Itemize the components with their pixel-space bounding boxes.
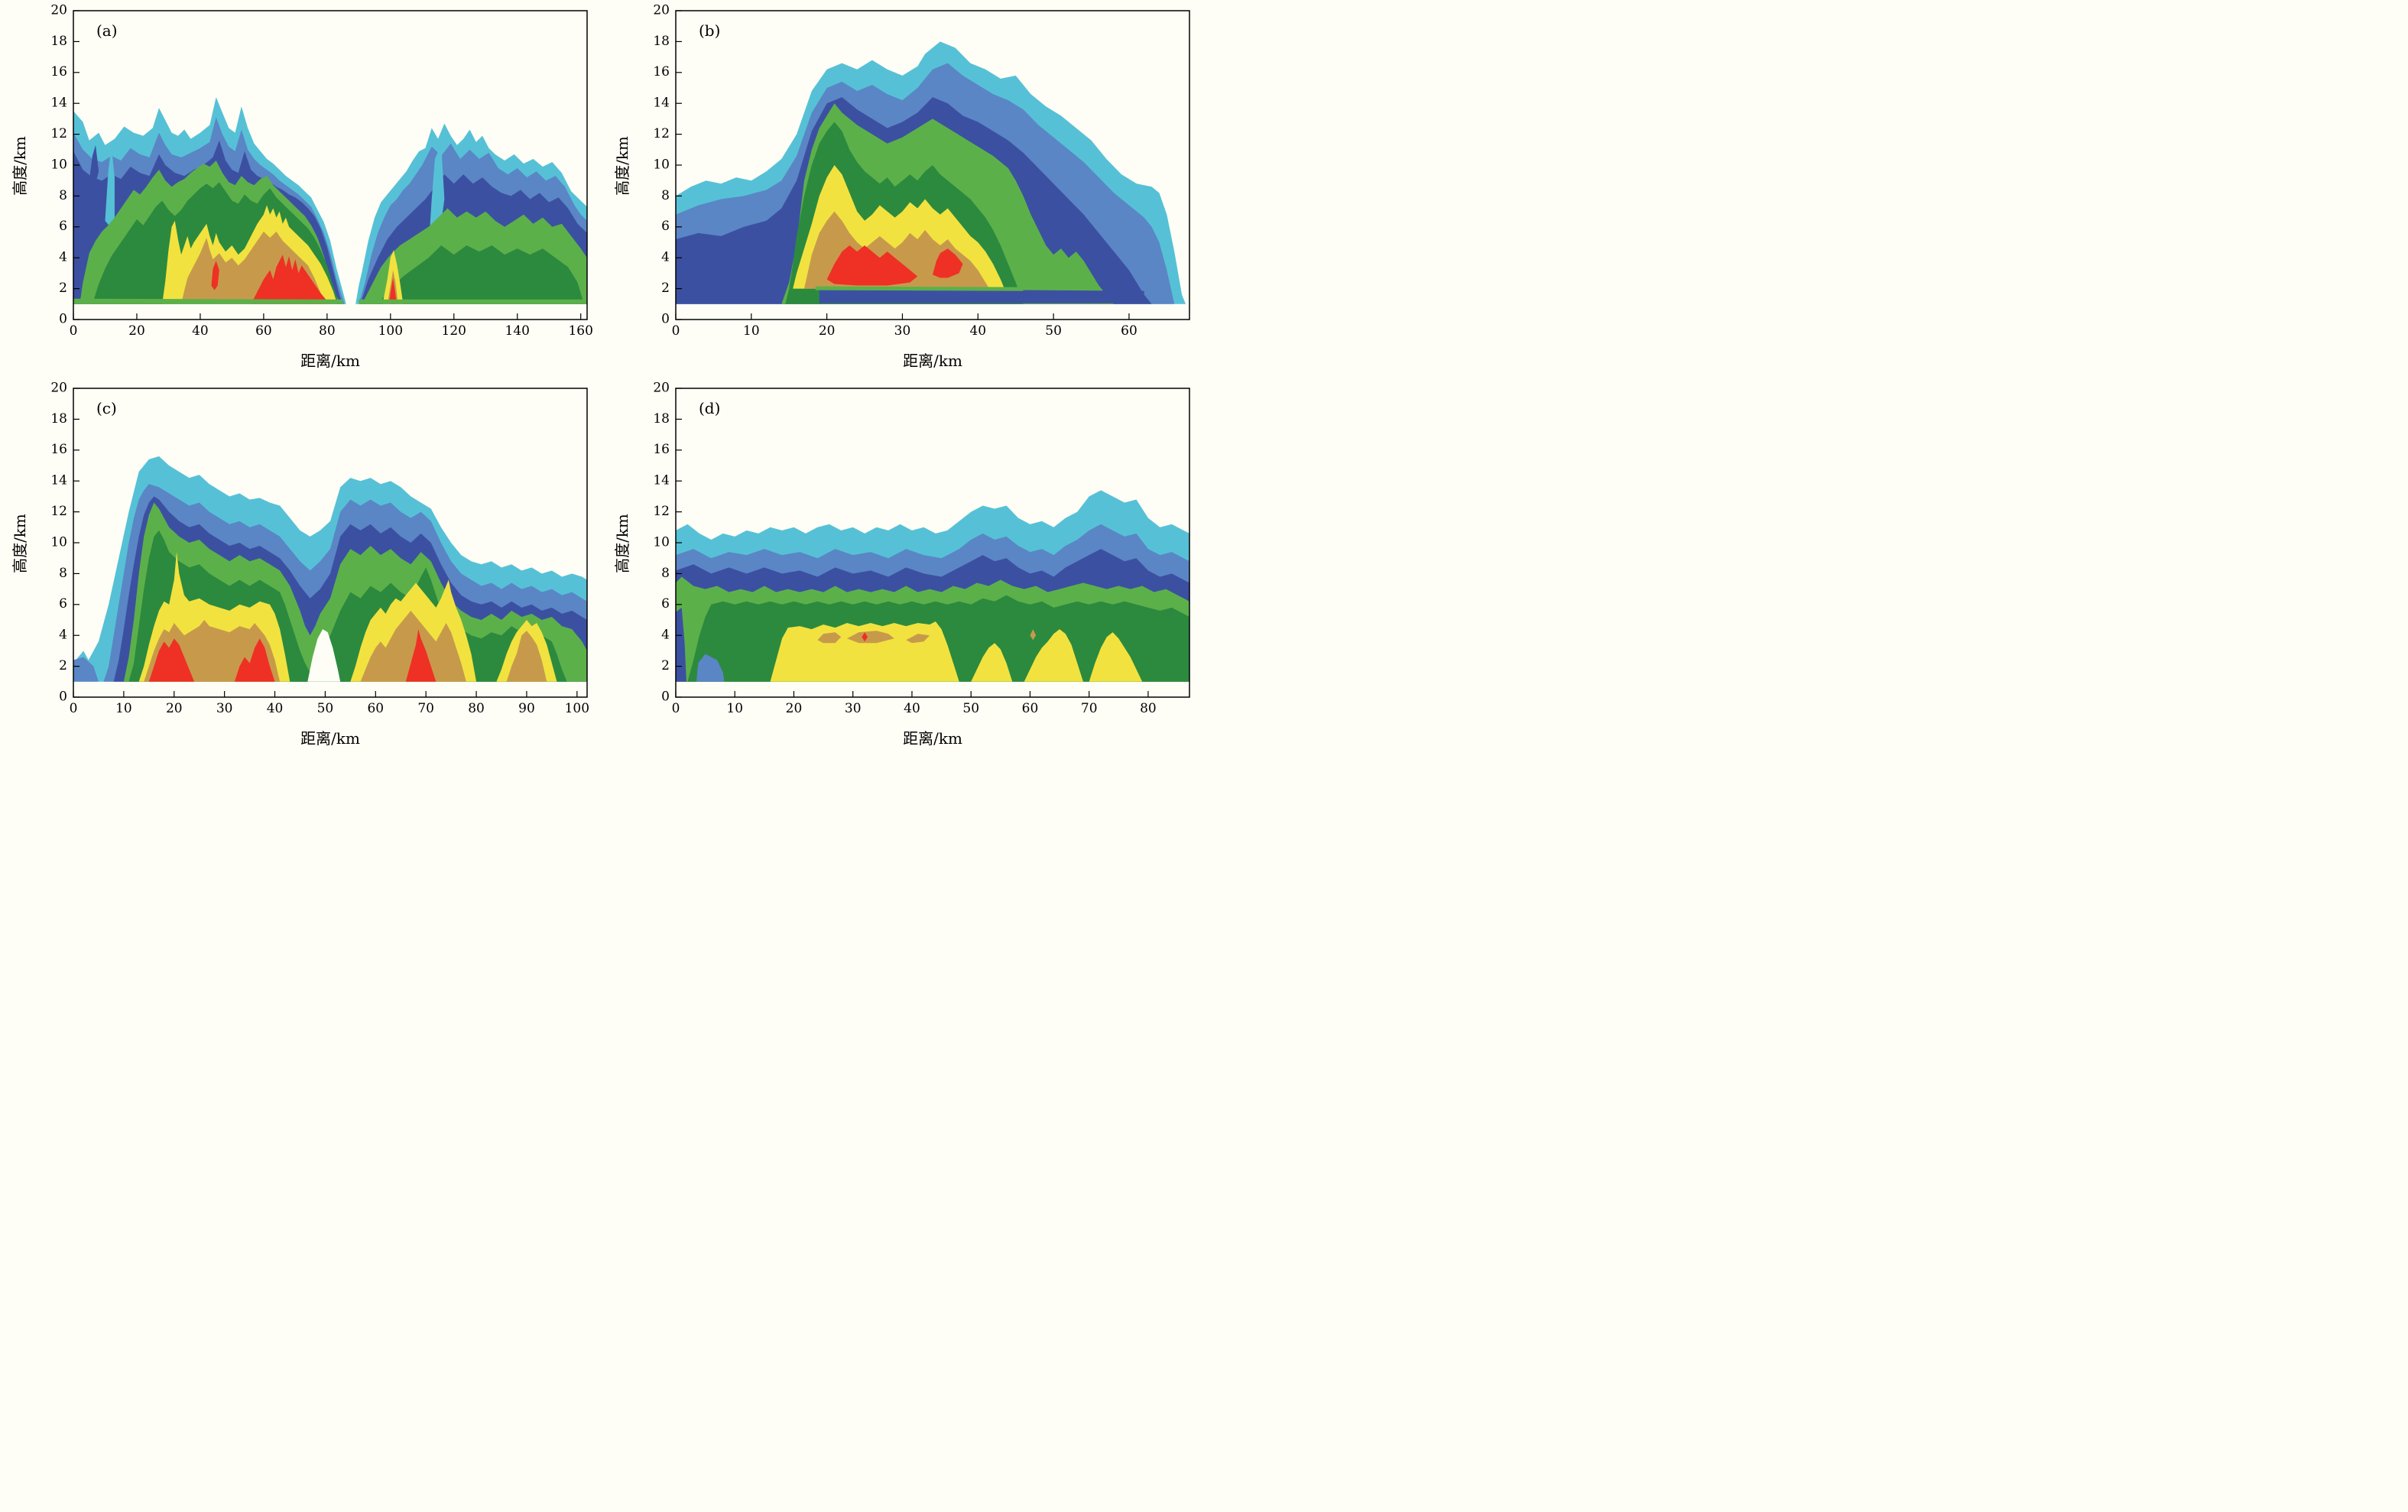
panel-letter-c: (c) [96, 399, 117, 417]
panel-d: 高度/km (d) 距离/km [602, 378, 1205, 755]
panel-letter-b: (b) [699, 21, 721, 40]
x-axis-label-b: 距离/km [903, 352, 962, 370]
y-axis-label-c: 高度/km [11, 514, 29, 573]
x-axis-label-d: 距离/km [903, 729, 962, 748]
y-axis-label-d: 高度/km [613, 514, 631, 573]
panel-letter-d: (d) [699, 399, 721, 417]
panel-letter-a: (a) [96, 21, 118, 40]
contour-plot-a [31, 3, 596, 347]
panel-a: 高度/km (a) 距离/km [0, 0, 602, 378]
contour-plot-b [633, 3, 1199, 347]
panel-c: 高度/km (c) 距离/km [0, 378, 602, 755]
y-axis-label-a: 高度/km [11, 136, 29, 196]
x-axis-label-c: 距离/km [300, 729, 360, 748]
contour-plot-d [633, 381, 1199, 725]
panel-b: 高度/km (b) 距离/km [602, 0, 1205, 378]
y-axis-label-b: 高度/km [613, 136, 631, 196]
contour-plot-c [31, 381, 596, 725]
four-panel-contour-figure: 高度/km (a) 距离/km 高度/km (b) 距离/km 高度/km (c… [0, 0, 1205, 755]
x-axis-label-a: 距离/km [300, 352, 360, 370]
